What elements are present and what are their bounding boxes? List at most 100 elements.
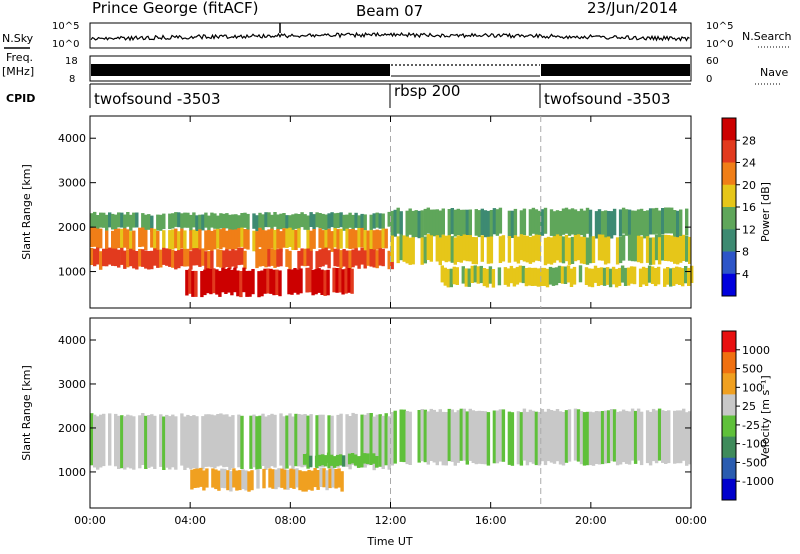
power-cell <box>285 215 289 232</box>
power-cell <box>279 231 283 252</box>
velocity-cell <box>549 410 554 463</box>
velocity-cell <box>615 411 620 466</box>
velocity-cell <box>612 409 617 462</box>
power-cell <box>258 227 262 248</box>
power-cell <box>174 228 178 249</box>
velocity-colorbar-tick-label: -1000 <box>742 475 774 488</box>
velocity-cell <box>372 416 376 471</box>
velocity-cell <box>326 452 331 463</box>
velocity-cell <box>295 468 299 488</box>
velocity-cell <box>688 411 692 465</box>
power-cell <box>531 235 536 263</box>
power-cell <box>650 266 655 284</box>
velocity-cell <box>307 469 311 490</box>
velocity-heatmap <box>90 408 692 492</box>
velocity-cell <box>682 408 686 461</box>
velocity-cell <box>648 411 653 466</box>
power-cell <box>288 250 292 270</box>
power-cell <box>120 247 124 265</box>
power-cell <box>221 267 225 293</box>
power-cell <box>617 267 622 286</box>
power-cell <box>614 268 619 288</box>
power-cell <box>282 213 286 229</box>
power-cell <box>384 228 388 249</box>
velocity-cell <box>480 411 484 465</box>
power-cell <box>563 266 568 284</box>
velocity-cell <box>310 470 314 491</box>
power-cell <box>570 208 575 235</box>
power-cell <box>527 267 532 286</box>
power-cell <box>336 229 340 249</box>
velocity-colorbar-swatch <box>722 457 736 480</box>
power-cell <box>323 270 327 296</box>
power-cell <box>351 214 355 231</box>
power-cell <box>129 214 133 231</box>
power-cell <box>477 210 481 238</box>
power-cell <box>483 210 488 238</box>
velocity-cell <box>286 469 290 490</box>
velocity-cell <box>228 416 232 471</box>
power-cell <box>369 229 373 251</box>
power-cell <box>269 268 273 294</box>
power-cell <box>474 237 478 265</box>
power-cell <box>519 234 524 261</box>
velocity-axes: 1000 2000 3000 4000 00:00 04:00 08:00 12:00 16:0… <box>58 318 707 527</box>
velocity-cell <box>546 408 551 462</box>
power-cell <box>676 237 680 265</box>
power-cell <box>608 268 613 288</box>
power-cell <box>588 236 593 264</box>
power-cell <box>255 215 259 232</box>
velocity-cell <box>282 416 286 470</box>
velocity-cell <box>552 410 557 464</box>
velocity-cell <box>402 409 406 463</box>
power-cell <box>474 209 478 236</box>
power-cell <box>363 250 367 269</box>
power-cell <box>237 228 241 248</box>
power-cell <box>99 228 103 249</box>
power-cell <box>417 210 421 239</box>
velocity-cell <box>486 412 491 466</box>
power-cell <box>312 229 316 249</box>
power-cell <box>150 228 154 248</box>
power-cell <box>345 250 349 269</box>
power-cell <box>204 230 208 251</box>
velocity-cell <box>274 469 278 490</box>
velocity-cell <box>420 409 424 462</box>
power-cell <box>183 230 187 251</box>
velocity-cell <box>337 468 341 488</box>
velocity-cell <box>322 468 326 488</box>
power-cell <box>612 208 617 236</box>
power-cell <box>423 208 427 236</box>
power-cell <box>645 210 650 238</box>
velocity-colorbar-tick-label: -25 <box>742 419 760 432</box>
power-cell <box>306 229 310 251</box>
velocity-cell <box>241 469 245 490</box>
velocity-colorbar-label: Velocity [m s⁻¹] <box>759 375 772 460</box>
power-cell <box>438 210 442 238</box>
power-cell <box>510 210 515 238</box>
power-cell <box>654 234 659 261</box>
power-cell <box>102 248 106 267</box>
power-cell <box>147 251 151 270</box>
velocity-cell <box>147 415 151 468</box>
power-cell <box>177 250 181 269</box>
power-cell <box>243 229 247 249</box>
velocity-cell <box>600 411 605 465</box>
power-cell <box>539 267 544 286</box>
power-cell <box>657 210 662 238</box>
power-cell <box>305 267 309 293</box>
power-cell <box>120 228 124 249</box>
power-cell <box>512 268 517 287</box>
velocity-colorbar-tick-label: -500 <box>742 456 767 469</box>
velocity-cell <box>667 410 671 464</box>
power-cell <box>168 249 172 267</box>
power-cell <box>524 268 529 287</box>
power-colorbar-swatch <box>722 162 736 186</box>
power-cell <box>485 268 490 288</box>
power-cell <box>123 214 127 231</box>
power-cell <box>624 209 629 236</box>
velocity-cell <box>579 411 584 465</box>
power-cell <box>587 268 592 287</box>
velocity-cell <box>256 469 260 489</box>
nsky-label: N.Sky <box>2 32 34 45</box>
